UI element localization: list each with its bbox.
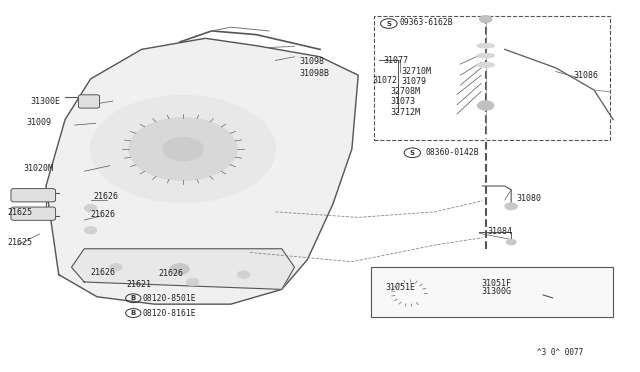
Circle shape	[84, 205, 97, 212]
Circle shape	[505, 203, 518, 210]
Text: 31300G: 31300G	[481, 288, 511, 296]
Text: 31084: 31084	[487, 227, 512, 236]
Text: 32710M: 32710M	[401, 67, 431, 76]
Circle shape	[170, 263, 189, 275]
Text: ^3 0^ 0077: ^3 0^ 0077	[537, 349, 583, 357]
Circle shape	[477, 101, 494, 110]
Circle shape	[237, 271, 250, 278]
Circle shape	[479, 15, 492, 23]
Text: 21626: 21626	[91, 210, 116, 219]
Text: 21626: 21626	[159, 269, 184, 278]
Circle shape	[186, 278, 199, 286]
FancyBboxPatch shape	[371, 267, 613, 317]
Text: 31072: 31072	[372, 76, 397, 85]
Text: 21626: 21626	[91, 267, 116, 276]
Text: 21626: 21626	[94, 192, 119, 201]
Circle shape	[129, 118, 237, 180]
Text: S: S	[410, 150, 415, 156]
Ellipse shape	[477, 43, 495, 48]
Text: 31300E: 31300E	[30, 97, 60, 106]
FancyBboxPatch shape	[11, 207, 56, 220]
Text: 31086: 31086	[573, 71, 598, 80]
Text: 08120-8501E: 08120-8501E	[143, 294, 196, 303]
Text: 31079: 31079	[401, 77, 427, 86]
Text: 31020M: 31020M	[24, 164, 54, 173]
Circle shape	[163, 137, 204, 161]
Polygon shape	[46, 38, 358, 304]
Text: 31051F: 31051F	[481, 279, 511, 288]
Text: 31080: 31080	[516, 194, 541, 203]
Polygon shape	[72, 249, 294, 289]
FancyBboxPatch shape	[11, 189, 56, 202]
Text: 21625: 21625	[8, 208, 33, 217]
Text: 32708M: 32708M	[390, 87, 420, 96]
Circle shape	[109, 263, 122, 271]
Text: 21625: 21625	[8, 238, 33, 247]
Text: 31051E: 31051E	[385, 283, 415, 292]
Text: 31077: 31077	[384, 56, 409, 65]
Text: S: S	[387, 20, 391, 26]
Ellipse shape	[477, 62, 495, 67]
Text: 31098: 31098	[300, 57, 324, 67]
Text: B: B	[131, 295, 136, 301]
Text: B: B	[131, 310, 136, 316]
Text: 21621: 21621	[126, 280, 151, 289]
Text: 32712M: 32712M	[390, 108, 420, 117]
Ellipse shape	[477, 53, 495, 58]
Text: 31073: 31073	[390, 97, 415, 106]
Text: 31009: 31009	[27, 118, 52, 126]
Text: 08120-8161E: 08120-8161E	[143, 308, 196, 318]
Text: 08360-0142B: 08360-0142B	[425, 148, 479, 157]
Text: 09363-6162B: 09363-6162B	[399, 18, 453, 27]
FancyBboxPatch shape	[79, 95, 100, 108]
Text: 31098B: 31098B	[300, 69, 330, 78]
Circle shape	[506, 239, 516, 245]
Circle shape	[84, 227, 97, 234]
Circle shape	[91, 96, 275, 203]
